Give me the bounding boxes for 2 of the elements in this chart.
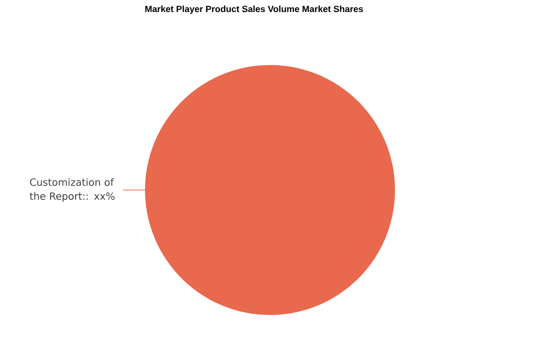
slice-label: Customization of the Report:: xx%	[30, 178, 115, 202]
chart-title: Market Player Product Sales Volume Market Shares	[145, 6, 363, 14]
